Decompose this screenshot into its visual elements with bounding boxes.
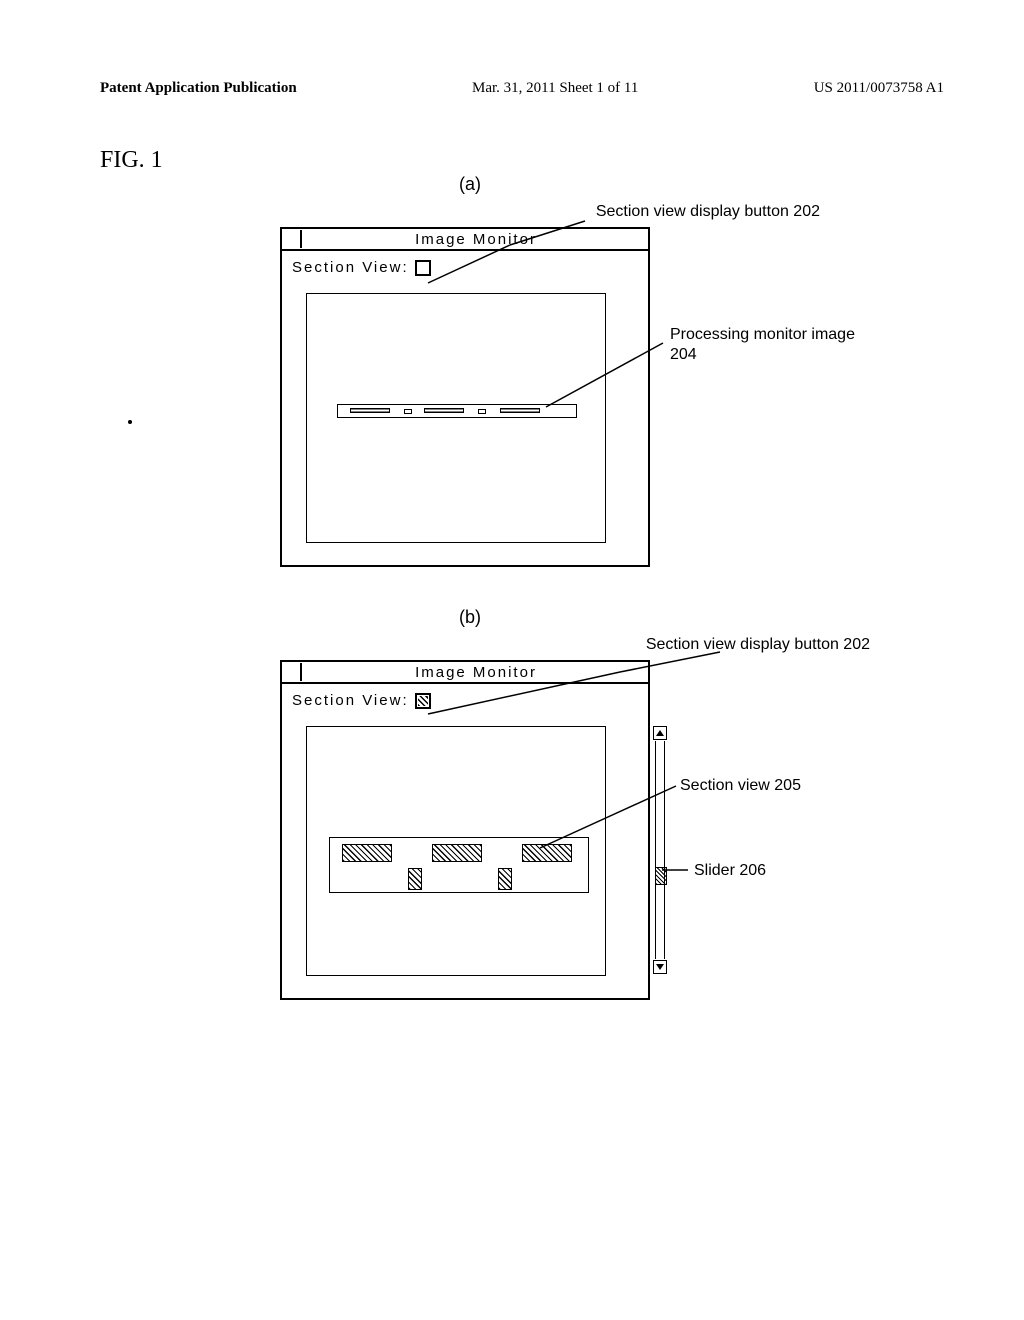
header-mid: Mar. 31, 2011 Sheet 1 of 11	[472, 80, 638, 97]
monitor-window-b: Image Monitor Section View:	[280, 660, 650, 1000]
slider-track[interactable]	[655, 741, 665, 959]
section-view-image	[306, 726, 606, 976]
sample-cross-section	[329, 837, 589, 893]
feature-bar	[500, 408, 540, 413]
titlebar: Image Monitor	[282, 229, 648, 251]
sublabel-a: (a)	[280, 174, 660, 195]
header-left: Patent Application Publication	[100, 80, 297, 97]
figure-label: FIG. 1	[100, 147, 944, 174]
section-via	[498, 868, 512, 890]
page-header: Patent Application Publication Mar. 31, …	[100, 80, 944, 97]
callout-proc-monitor: Processing monitor image 204	[670, 325, 880, 365]
system-menu-icon[interactable]	[282, 230, 302, 248]
section-block	[522, 844, 572, 862]
titlebar: Image Monitor	[282, 662, 648, 684]
callout-slider: Slider 206	[694, 861, 766, 881]
section-block	[432, 844, 482, 862]
slider-thumb[interactable]	[655, 867, 667, 885]
slider-down-button[interactable]	[653, 960, 667, 974]
feature-bar	[350, 408, 390, 413]
feature-bar	[424, 408, 464, 413]
section-via	[408, 868, 422, 890]
window-title: Image Monitor	[304, 664, 648, 681]
section-view-label: Section View:	[292, 259, 409, 276]
processing-monitor-image	[306, 293, 606, 543]
section-view-row: Section View:	[282, 684, 648, 717]
system-menu-icon[interactable]	[282, 663, 302, 681]
figure-b: Section view display button 202 Image Mo…	[160, 636, 880, 1000]
section-view-label: Section View:	[292, 692, 409, 709]
section-view-checkbox[interactable]	[415, 260, 431, 276]
sublabel-b: (b)	[280, 607, 660, 628]
section-view-checkbox[interactable]	[415, 693, 431, 709]
monitor-window-a: Image Monitor Section View:	[280, 227, 650, 567]
section-depth-slider[interactable]	[650, 726, 670, 976]
slider-up-button[interactable]	[653, 726, 667, 740]
header-right: US 2011/0073758 A1	[814, 80, 944, 97]
sample-top-view	[337, 404, 577, 418]
window-title: Image Monitor	[304, 231, 648, 248]
callout-button-202-b: Section view display button 202	[160, 636, 880, 654]
figure-a: Section view display button 202 Image Mo…	[160, 203, 880, 567]
section-view-row: Section View:	[282, 251, 648, 284]
feature-via	[404, 409, 412, 414]
stray-dot	[128, 420, 132, 424]
feature-via	[478, 409, 486, 414]
callout-section-view: Section view 205	[680, 776, 801, 796]
section-block	[342, 844, 392, 862]
callout-button-202-a: Section view display button 202	[160, 203, 880, 221]
